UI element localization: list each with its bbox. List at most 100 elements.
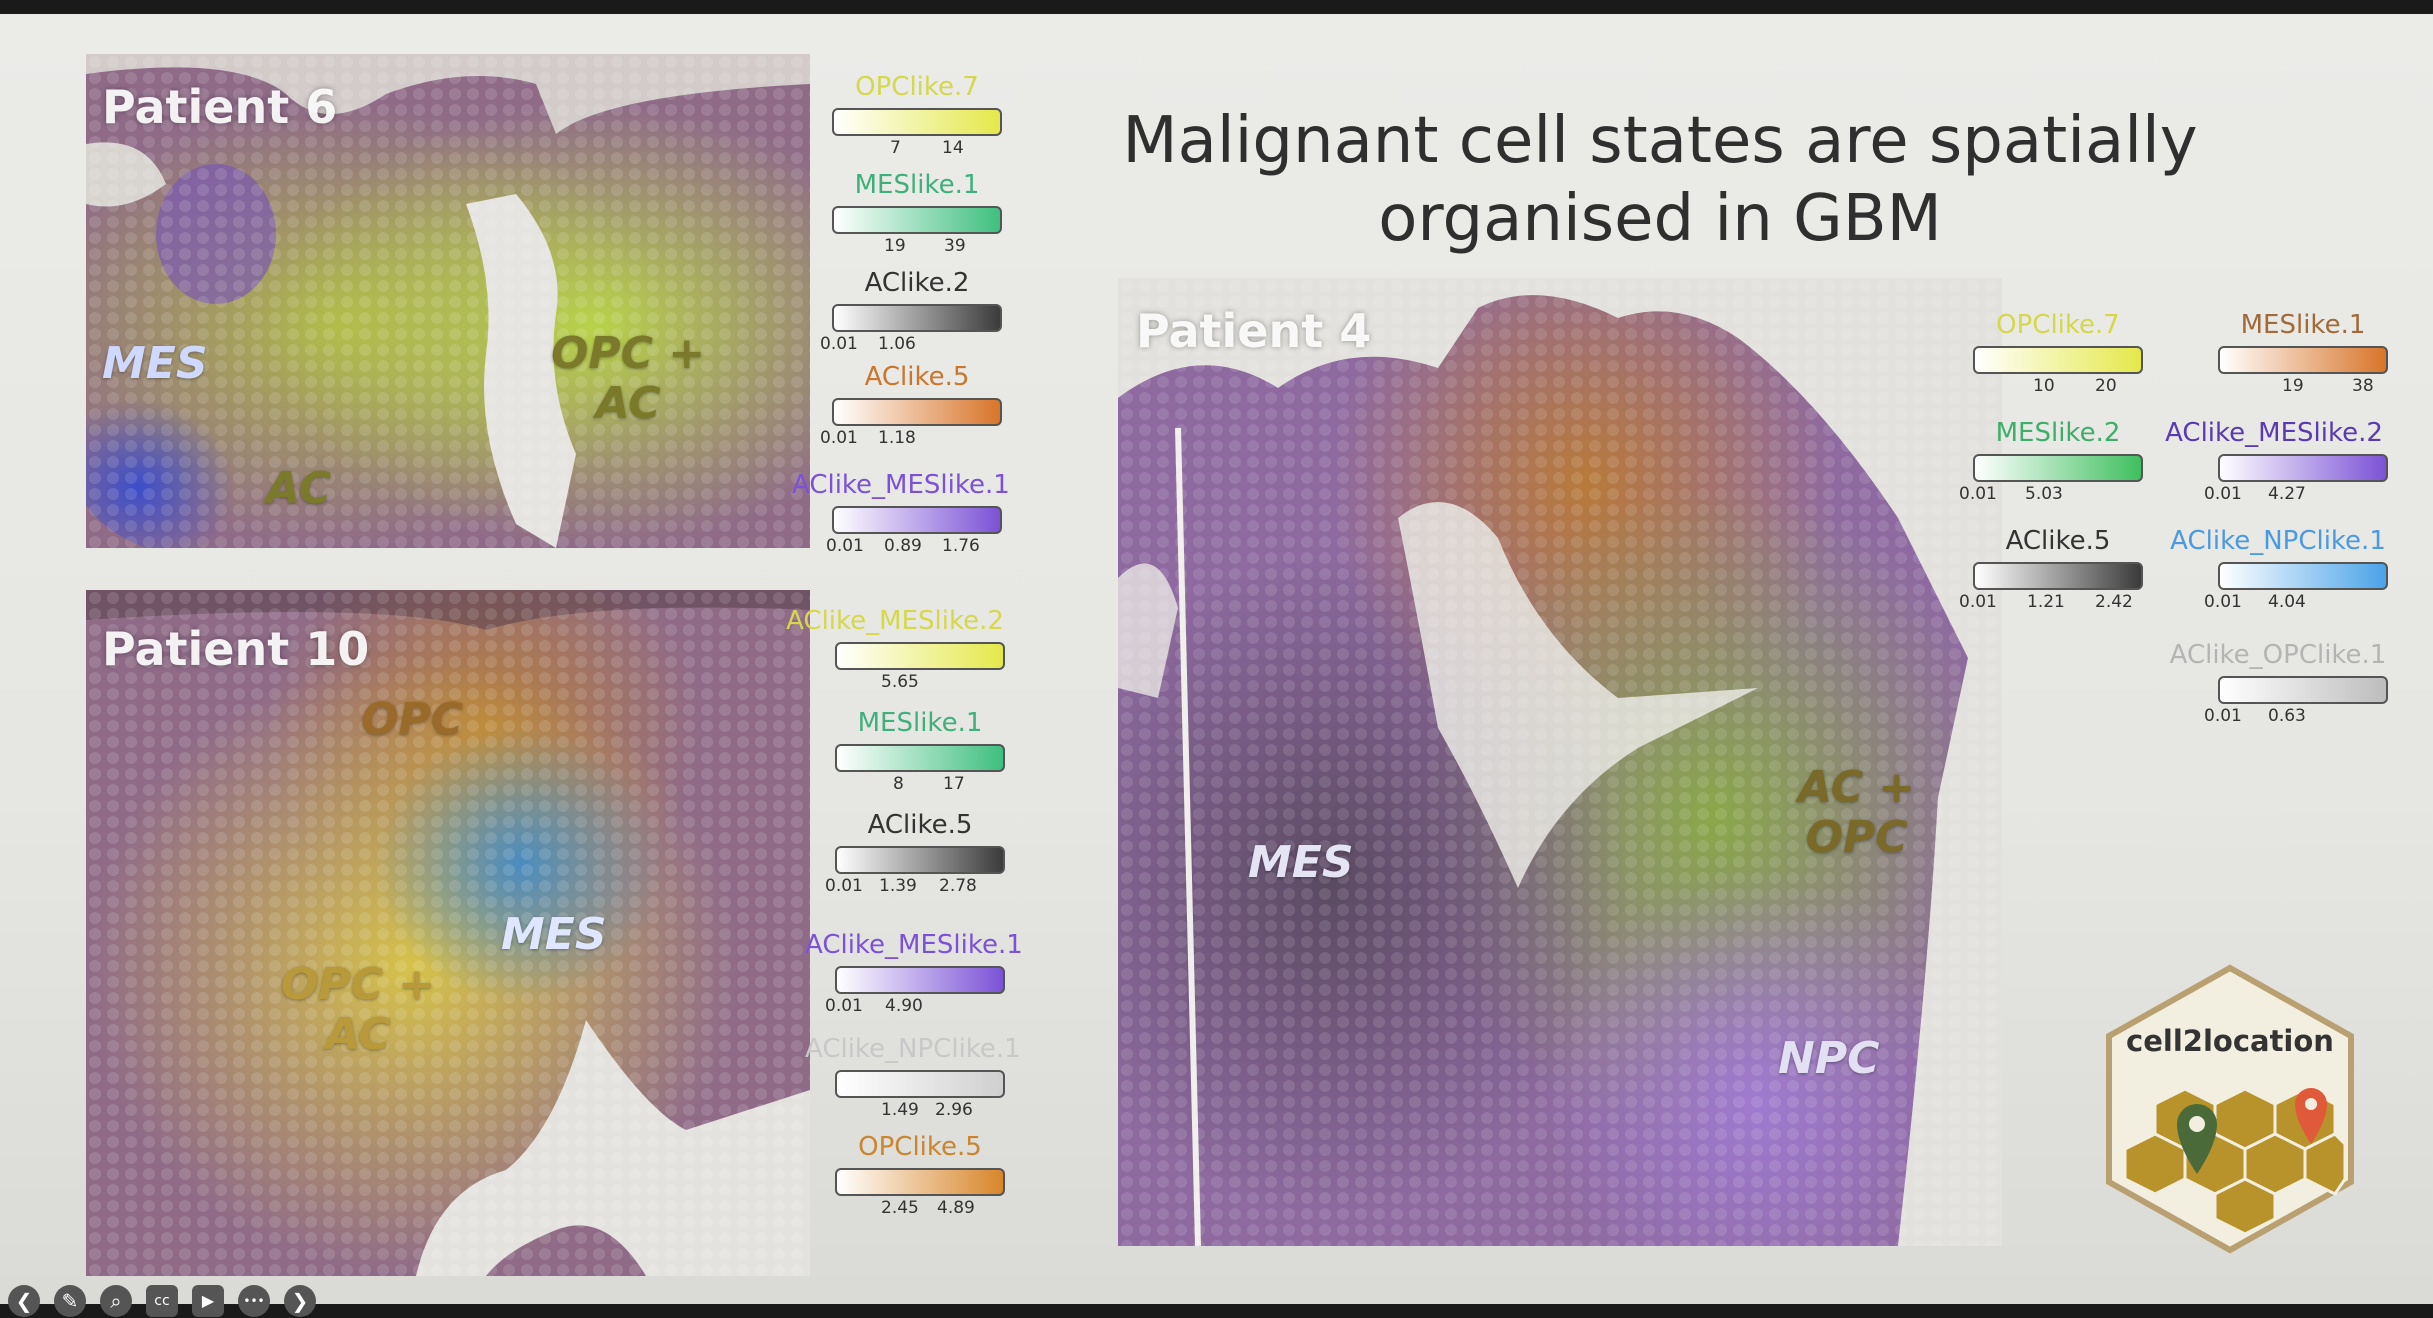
legend-colorbar [2218,562,2388,590]
legend-tick: 19 [884,236,906,256]
legend-label: MESlike.1 [857,708,983,738]
patient-10-title: Patient 10 [102,622,370,676]
patient-6-spot-map [86,54,810,548]
legend-colorbar [832,108,1002,136]
legend-tick: 4.27 [2268,484,2306,504]
legend-p10-aclike-meslike2: AClike_MESlike.2 5.65 [786,606,1005,694]
legend-tick: 0.01 [820,428,858,448]
patient-6-region-opc: OPC + [551,328,706,379]
legend-tick: 10 [2033,376,2055,396]
patient-4-region-mes: MES [1248,837,1354,888]
legend-tick: 0.01 [825,876,863,896]
patient-6-region-ac-inner: AC [595,378,661,429]
legend-colorbar [1973,454,2143,482]
patient-10-spot-map [86,590,810,1276]
legend-p10-aclike-npclike1: AClike_NPClike.1 1.49 2.96 [805,1034,1021,1122]
legend-label: AClike_MESlike.2 [2165,418,2383,448]
legend-tick: 1.49 [881,1100,919,1120]
patient-4-region-opc: OPC [1805,812,1908,863]
cell2location-logo [2106,964,2354,1254]
legend-p4-opclike7: OPClike.7 10 20 [1973,310,2143,398]
legend-colorbar [1973,562,2143,590]
legend-tick: 38 [2352,376,2374,396]
legend-tick: 2.42 [2095,592,2133,612]
legend-p6-opclike7: OPClike.7 7 14 [832,72,1002,160]
legend-tick: 4.04 [2268,592,2306,612]
legend-colorbar [832,304,1002,332]
legend-tick: 4.89 [937,1198,975,1218]
legend-colorbar [832,398,1002,426]
patient-10-region-opc: OPC [361,694,463,745]
legend-tick: 39 [944,236,966,256]
slide-title-line1: Malignant cell states are spatially [1122,104,2198,178]
legend-label: AClike.5 [864,362,970,392]
patient-4-title: Patient 4 [1136,304,1372,358]
zoom-icon[interactable]: ⌕ [100,1285,132,1317]
legend-tick: 2.78 [939,876,977,896]
legend-p6-meslike1: MESlike.1 19 39 [832,170,1002,258]
patient-10-tissue-image: Patient 10 OPC MES OPC + AC [86,590,810,1276]
legend-colorbar [835,744,1005,772]
legend-tick: 2.45 [881,1198,919,1218]
legend-label: MESlike.1 [2240,310,2366,340]
legend-tick: 0.01 [820,334,858,354]
legend-tick: 0.63 [2268,706,2306,726]
patient-4-region-npc: NPC [1778,1033,1880,1084]
legend-tick: 20 [2095,376,2117,396]
presentation-toolbar: ❮ ✎ ⌕ cc ▶ ••• ❯ [8,1284,316,1318]
legend-tick: 0.01 [825,996,863,1016]
captions-icon[interactable]: cc [146,1285,178,1317]
forward-icon[interactable]: ❯ [284,1285,316,1317]
patient-6-region-ac: AC [266,463,331,514]
legend-tick: 0.01 [1959,484,1997,504]
legend-p4-aclike-npclike1: AClike_NPClike.1 0.01 4.04 [2170,526,2388,614]
slide-title-line2: organised in GBM [1378,182,1942,256]
legend-colorbar [2218,676,2388,704]
legend-tick: 5.03 [2025,484,2063,504]
legend-p4-aclike-meslike2: AClike_MESlike.2 0.01 4.27 [2165,418,2388,506]
legend-colorbar [835,966,1005,994]
legend-p6-aclike5: AClike.5 0.01 1.18 [820,362,1002,450]
patient-6-region-opc-ac: OPC + AC [551,329,705,429]
legend-tick: 0.01 [2204,484,2242,504]
legend-label: OPClike.7 [855,72,979,102]
patient-10-region-opc-plus: OPC + [281,959,436,1010]
slide-screen: Malignant cell states are spatially orga… [0,14,2433,1317]
legend-p6-aclike-meslike1: AClike_MESlike.1 0.01 0.89 1.76 [792,470,1010,558]
legend-label: MESlike.1 [854,170,980,200]
patient-6-region-mes: MES [102,338,208,389]
legend-tick: 0.01 [826,536,864,556]
patient-10-region-ac: AC [325,1009,391,1060]
legend-p6-aclike2: AClike.2 0.01 1.06 [820,268,1002,356]
legend-label: MESlike.2 [1995,418,2121,448]
legend-label: AClike_MESlike.1 [805,930,1023,960]
back-icon[interactable]: ❮ [8,1285,40,1317]
legend-colorbar [835,846,1005,874]
legend-colorbar [835,1070,1005,1098]
pen-icon[interactable]: ✎ [54,1285,86,1317]
legend-tick: 1.39 [879,876,917,896]
legend-colorbar [832,506,1002,534]
legend-label: AClike_OPClike.1 [2169,640,2387,670]
legend-p4-meslike1: MESlike.1 19 38 [2218,310,2388,398]
legend-p10-aclike-meslike1: AClike_MESlike.1 0.01 4.90 [805,930,1023,1018]
legend-label: AClike_MESlike.2 [786,606,1004,636]
legend-label: AClike_MESlike.1 [792,470,1010,500]
legend-tick: 1.21 [2027,592,2065,612]
legend-colorbar [835,1168,1005,1196]
legend-label: AClike_NPClike.1 [805,1034,1021,1064]
legend-label: OPClike.7 [1996,310,2120,340]
patient-4-tissue-image: Patient 4 MES AC + OPC NPC [1118,278,2002,1246]
patient-6-tissue-image: Patient 6 MES OPC + AC AC [86,54,810,548]
legend-tick: 5.65 [881,672,919,692]
patient-4-spot-map [1118,278,2002,1246]
patient-4-region-ac-plus: AC + [1798,762,1916,813]
camera-icon[interactable]: ▶ [192,1285,224,1317]
legend-tick: 1.76 [942,536,980,556]
legend-colorbar [835,642,1005,670]
legend-label: AClike.2 [864,268,970,298]
legend-tick: 0.01 [2204,706,2242,726]
legend-label: AClike.5 [867,810,973,840]
legend-p10-meslike1: MESlike.1 8 17 [835,708,1005,796]
more-icon[interactable]: ••• [238,1285,270,1317]
